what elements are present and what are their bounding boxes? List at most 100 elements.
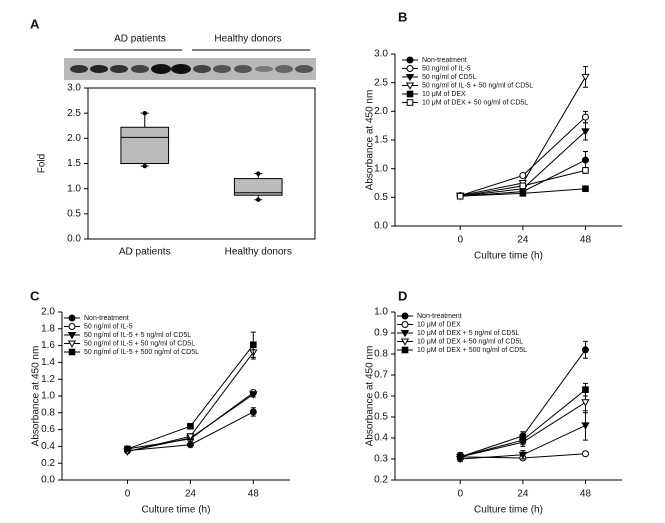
y-tick-label: 0.5 bbox=[67, 208, 81, 219]
blot-band bbox=[193, 65, 211, 73]
marker bbox=[186, 433, 195, 441]
legend-marker bbox=[406, 90, 414, 98]
y-tick-label: 0.9 bbox=[374, 328, 388, 339]
legend-label: 50 ng/ml of IL-5 + 50 ng/ml of CD5L bbox=[84, 340, 195, 347]
blot-band bbox=[90, 65, 108, 73]
legend-marker bbox=[68, 314, 76, 322]
x-tick-label: 0 bbox=[457, 235, 463, 246]
blot-band bbox=[213, 65, 231, 73]
marker bbox=[519, 190, 527, 197]
marker bbox=[186, 441, 194, 449]
legend-marker bbox=[67, 340, 77, 348]
x-tick-label: 48 bbox=[248, 489, 260, 500]
y-tick-label: 0.5 bbox=[374, 192, 388, 203]
marker bbox=[456, 453, 464, 461]
marker bbox=[581, 113, 589, 121]
legend-marker bbox=[400, 338, 410, 346]
y-tick-label: 0.8 bbox=[41, 407, 55, 418]
marker bbox=[581, 156, 589, 164]
y-tick-label: 1.8 bbox=[41, 323, 55, 334]
legend-marker bbox=[400, 330, 410, 338]
legend-marker bbox=[67, 332, 77, 340]
y-tick-label: 0.2 bbox=[374, 475, 388, 486]
y-tick-label: 1.6 bbox=[41, 340, 55, 351]
marker bbox=[124, 445, 131, 453]
legend-marker bbox=[406, 99, 414, 106]
legend-label: 10 μM of DEX bbox=[417, 321, 461, 328]
marker bbox=[519, 172, 527, 180]
legend-label: Non-treatment bbox=[84, 315, 129, 322]
legend-label: 50 ng/ml of IL-5 bbox=[422, 65, 471, 72]
outlier-dot bbox=[256, 197, 261, 202]
box bbox=[120, 126, 170, 165]
outlier-dot bbox=[256, 171, 261, 176]
y-tick-label: 0.0 bbox=[41, 475, 55, 486]
y-tick-label: 3.0 bbox=[67, 83, 81, 94]
legend-marker bbox=[401, 321, 409, 328]
marker bbox=[582, 185, 589, 193]
y-tick-label: 0.6 bbox=[41, 424, 55, 435]
y-tick-label: 0.0 bbox=[374, 221, 388, 232]
marker bbox=[249, 391, 258, 399]
panel-letter: C bbox=[30, 288, 40, 303]
legend-label: 50 ng/ml of IL-5 + 5 ng/ml of CD5L bbox=[84, 332, 191, 339]
legend-marker bbox=[401, 312, 409, 320]
marker bbox=[187, 422, 194, 430]
y-tick-label: 1.2 bbox=[41, 374, 55, 385]
blot-band bbox=[151, 64, 171, 74]
legend-marker bbox=[401, 346, 409, 354]
legend-label: 10 μM of DEX + 50 ng/ml of CD5L bbox=[417, 338, 523, 345]
marker bbox=[581, 346, 589, 354]
marker bbox=[456, 192, 464, 200]
y-tick-label: 1.5 bbox=[374, 135, 388, 146]
legend-marker bbox=[406, 65, 414, 72]
blot-band bbox=[110, 65, 128, 73]
legend-label: 10 μM of DEX + 500 ng/ml of CD5L bbox=[417, 347, 527, 354]
legend-marker bbox=[68, 323, 76, 330]
x-tick-label: 24 bbox=[185, 489, 197, 500]
y-tick-label: 1.4 bbox=[41, 357, 55, 368]
marker bbox=[250, 341, 257, 349]
x-tick-label: 24 bbox=[517, 489, 529, 500]
y-axis-label: Absorbance at 450 nm bbox=[31, 346, 42, 447]
x-axis-label: Culture time (h) bbox=[474, 251, 543, 262]
x-tick-label: Healthy donors bbox=[225, 247, 292, 258]
y-tick-label: 3.0 bbox=[374, 49, 388, 60]
x-tick-label: 0 bbox=[457, 489, 463, 500]
marker bbox=[582, 167, 589, 174]
y-tick-label: 0.5 bbox=[374, 412, 388, 423]
y-tick-label: 0.6 bbox=[374, 391, 388, 402]
y-tick-label: 2.5 bbox=[67, 108, 81, 119]
y-tick-label: 0.4 bbox=[41, 441, 55, 452]
legend-label: Non-treatment bbox=[417, 313, 462, 320]
x-tick-label: 24 bbox=[517, 235, 529, 246]
y-tick-label: 2.5 bbox=[374, 77, 388, 88]
x-axis-label: Culture time (h) bbox=[474, 505, 543, 516]
marker bbox=[249, 408, 257, 416]
marker bbox=[581, 450, 589, 458]
marker bbox=[581, 399, 590, 407]
blot-label: Healthy donors bbox=[214, 34, 281, 45]
marker bbox=[581, 73, 590, 82]
blot-band bbox=[234, 65, 252, 73]
panel-letter: D bbox=[398, 288, 407, 303]
blot-label: AD patients bbox=[114, 34, 166, 45]
y-tick-label: 0.4 bbox=[374, 433, 388, 444]
series-line bbox=[127, 344, 254, 450]
y-tick-label: 2.0 bbox=[67, 133, 81, 144]
y-tick-label: 1.5 bbox=[67, 158, 81, 169]
y-tick-label: 1.0 bbox=[41, 391, 55, 402]
blot-band bbox=[171, 64, 191, 74]
y-tick-label: 0.7 bbox=[374, 370, 388, 381]
legend-label: 10 μM of DEX + 50 ng/ml of CD5L bbox=[422, 99, 528, 106]
y-tick-label: 0.0 bbox=[67, 234, 81, 245]
marker bbox=[581, 422, 590, 430]
marker bbox=[519, 436, 527, 444]
x-tick-label: 48 bbox=[580, 235, 592, 246]
y-axis-label: Absorbance at 450 nm bbox=[365, 346, 376, 447]
blot-band bbox=[255, 66, 273, 72]
blot-band bbox=[275, 65, 293, 73]
legend-marker bbox=[405, 82, 415, 90]
blot-band bbox=[295, 65, 313, 73]
y-tick-label: 2.0 bbox=[41, 307, 55, 318]
